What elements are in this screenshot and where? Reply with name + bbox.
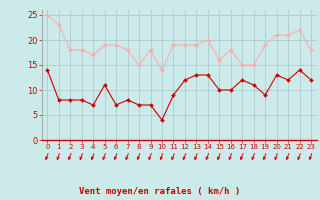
Text: Vent moyen/en rafales ( km/h ): Vent moyen/en rafales ( km/h )	[79, 187, 241, 196]
